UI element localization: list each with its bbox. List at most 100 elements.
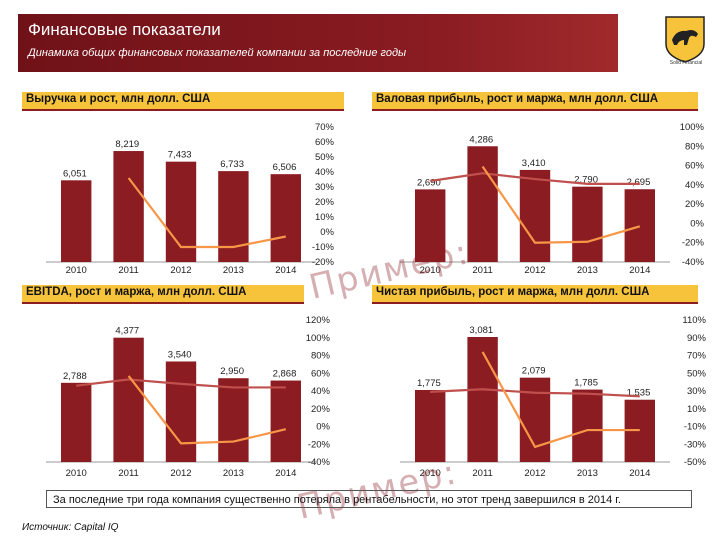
y-tick-label: 20% — [685, 199, 705, 210]
y-tick-label: 60% — [685, 161, 705, 172]
bar — [467, 336, 498, 462]
chart-title-bar — [372, 92, 698, 111]
bar-value-label: 2,695 — [627, 177, 651, 188]
bar — [467, 146, 498, 262]
bar-value-label: 4,377 — [115, 326, 139, 337]
bar — [519, 377, 551, 462]
y-tick-label: 50% — [687, 368, 707, 379]
x-tick-label: 2011 — [118, 265, 138, 276]
bar-value-label: 1,785 — [574, 378, 598, 389]
y-tick-label: -30% — [684, 439, 707, 450]
y-tick-label: 10% — [315, 212, 335, 223]
bar-value-label: 2,790 — [574, 175, 598, 186]
x-tick-label: 2013 — [577, 265, 598, 276]
logo-caption: Solid Financial — [669, 60, 703, 66]
bar-value-label: 6,506 — [273, 162, 297, 173]
bar-value-label: 2,868 — [273, 369, 297, 380]
chart-title-bar — [22, 92, 344, 111]
bar-value-label: 1,535 — [627, 388, 651, 399]
header-banner: Финансовые показатели Динамика общих фин… — [18, 14, 618, 72]
y-tick-label: 30% — [315, 182, 335, 193]
chart-title: EBITDA, рост и маржа, млн долл. США — [26, 286, 247, 298]
margin-line — [430, 388, 640, 398]
y-tick-label: 20% — [315, 197, 335, 208]
x-tick-label: 2010 — [66, 468, 87, 479]
bar — [61, 382, 92, 462]
x-tick-label: 2013 — [223, 265, 244, 276]
x-tick-label: 2014 — [275, 265, 296, 276]
bar-value-label: 8,219 — [115, 139, 139, 150]
y-tick-label: 90% — [687, 333, 707, 344]
y-tick-label: 40% — [311, 386, 331, 397]
y-tick-label: 50% — [315, 152, 335, 163]
x-tick-label: 2010 — [66, 265, 87, 276]
y-tick-label: 100% — [306, 333, 331, 344]
bar-value-label: 3,081 — [469, 325, 493, 336]
x-tick-label: 2012 — [170, 468, 191, 479]
x-tick-label: 2012 — [170, 265, 191, 276]
growth-line — [481, 351, 640, 449]
bar — [113, 151, 144, 262]
y-tick-label: 70% — [315, 122, 335, 133]
bar — [572, 186, 603, 262]
growth-line — [481, 165, 641, 244]
chart-title: Чистая прибыль, рост и маржа, млн долл. … — [376, 286, 650, 298]
x-tick-label: 2013 — [577, 468, 598, 479]
y-tick-label: 20% — [311, 404, 331, 415]
bar — [61, 180, 92, 262]
bar-value-label: 1,775 — [417, 378, 441, 389]
bar — [270, 174, 301, 262]
bull-logo-icon — [665, 16, 705, 63]
y-tick-label: 0% — [316, 422, 330, 433]
summary-note: За последние три года компания существен… — [46, 490, 692, 508]
bar-value-label: 6,051 — [63, 168, 87, 179]
page-title: Финансовые показатели — [28, 20, 221, 39]
y-tick-label: 0% — [690, 218, 704, 229]
y-tick-label: -10% — [684, 422, 707, 433]
growth-line — [127, 177, 287, 249]
chart-title-bar — [372, 285, 698, 304]
x-tick-label: 2014 — [629, 265, 650, 276]
y-tick-label: 80% — [311, 351, 331, 362]
chart-title: Валовая прибыль, рост и маржа, млн долл.… — [376, 93, 659, 105]
y-tick-label: 80% — [685, 141, 705, 152]
bar-value-label: 3,540 — [168, 349, 192, 360]
bar — [415, 189, 446, 262]
y-tick-label: -10% — [312, 242, 335, 253]
bar-value-label: 2,079 — [522, 366, 546, 377]
y-tick-label: -40% — [308, 457, 331, 468]
bar — [270, 380, 301, 462]
x-tick-label: 2011 — [472, 468, 492, 479]
bar-value-label: 2,950 — [220, 366, 244, 377]
y-tick-label: -20% — [682, 238, 705, 249]
x-tick-label: 2010 — [420, 468, 441, 479]
y-tick-label: 40% — [685, 180, 705, 191]
bar-value-label: 7,433 — [168, 150, 192, 161]
x-tick-label: 2011 — [118, 468, 138, 479]
y-tick-label: 0% — [320, 227, 334, 238]
bar-value-label: 4,286 — [469, 134, 493, 145]
x-tick-label: 2011 — [472, 265, 492, 276]
y-tick-label: 60% — [315, 137, 335, 148]
bar — [218, 171, 249, 262]
y-tick-label: 70% — [687, 351, 707, 362]
y-tick-label: 60% — [311, 368, 331, 379]
y-tick-label: 40% — [315, 167, 335, 178]
chart-title: Выручка и рост, млн долл. США — [26, 93, 211, 105]
bar — [572, 389, 603, 462]
bar-value-label: 2,788 — [63, 371, 87, 382]
y-tick-label: -20% — [312, 257, 335, 268]
y-tick-label: -40% — [682, 257, 705, 268]
bar-value-label: 2,690 — [417, 177, 441, 188]
bar — [218, 378, 249, 462]
y-tick-label: 10% — [687, 404, 707, 415]
bar — [113, 337, 144, 462]
x-tick-label: 2010 — [420, 265, 441, 276]
x-tick-label: 2012 — [524, 468, 545, 479]
x-tick-label: 2012 — [524, 265, 545, 276]
x-tick-label: 2013 — [223, 468, 244, 479]
x-tick-label: 2014 — [275, 468, 296, 479]
bar-value-label: 6,733 — [220, 159, 244, 170]
chart-title-bar — [22, 285, 304, 304]
